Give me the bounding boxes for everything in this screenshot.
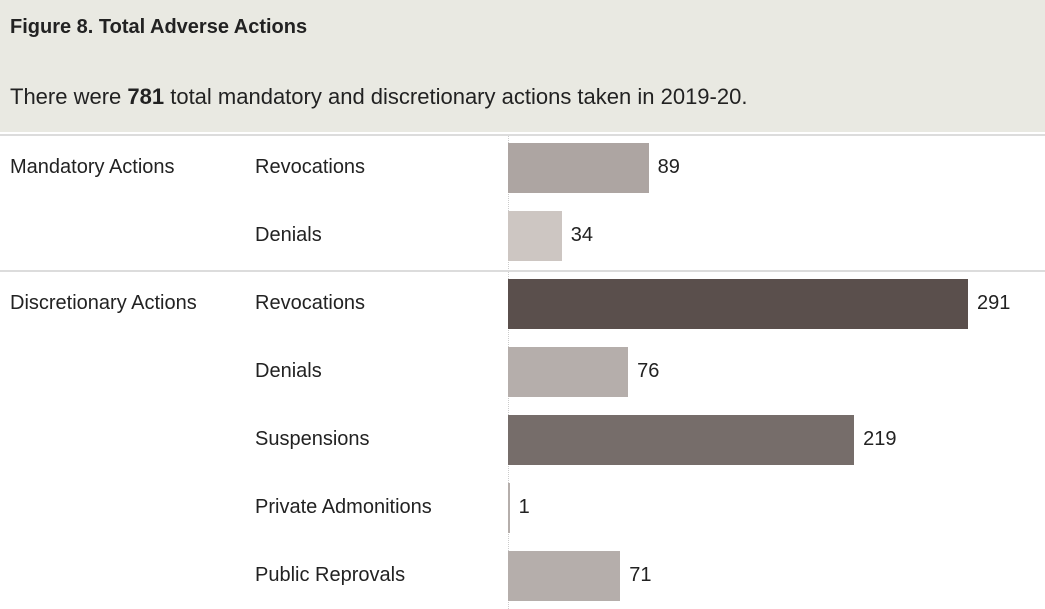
separator xyxy=(0,270,1045,272)
value-label: 34 xyxy=(570,224,593,246)
bar xyxy=(508,347,629,397)
bar xyxy=(508,415,855,465)
chart-title: Figure 8. Total Adverse Actions xyxy=(10,16,308,38)
bar xyxy=(508,211,562,261)
value-label: 76 xyxy=(637,360,660,382)
category-label: Revocations xyxy=(255,292,366,314)
subtitle-text: There were xyxy=(10,84,128,109)
category-label: Denials xyxy=(255,360,322,382)
bar xyxy=(508,279,968,329)
bar xyxy=(508,483,510,533)
category-label: Denials xyxy=(255,224,322,246)
separator xyxy=(0,134,1045,136)
category-label: Public Reprovals xyxy=(255,564,406,586)
category-label: Revocations xyxy=(255,156,366,178)
subtitle: There were 781 total mandatory and discr… xyxy=(10,84,747,110)
value-label: 89 xyxy=(657,156,680,178)
value-label: 1 xyxy=(518,496,530,518)
subtitle-text: total mandatory and discretionary action… xyxy=(164,84,748,109)
group-label: Discretionary Actions xyxy=(10,292,197,314)
bar xyxy=(508,551,621,601)
value-label: 71 xyxy=(629,564,652,586)
value-label: 291 xyxy=(977,292,1011,314)
bar xyxy=(508,143,649,193)
category-label: Suspensions xyxy=(255,428,370,450)
header: Figure 8. Total Adverse Actions There we… xyxy=(0,0,1045,132)
subtitle-highlight: 781 xyxy=(127,84,165,109)
group-label: Mandatory Actions xyxy=(10,156,175,178)
value-label: 219 xyxy=(863,428,897,450)
category-label: Private Admonitions xyxy=(255,496,432,518)
